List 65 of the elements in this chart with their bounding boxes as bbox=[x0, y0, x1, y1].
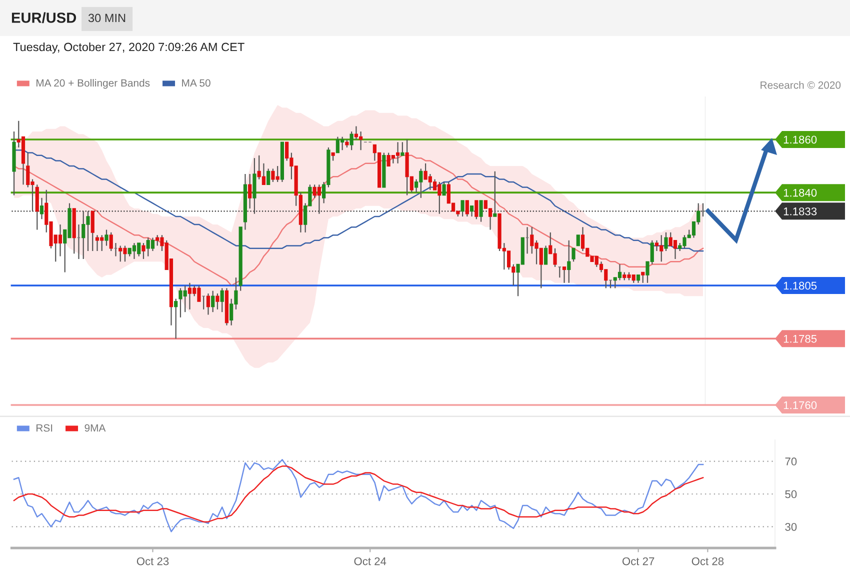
x-tick-label: Oct 28 bbox=[692, 557, 724, 566]
legend-label: MA 20 + Bollinger Bands bbox=[36, 79, 150, 89]
text: Research © 2020 bbox=[760, 81, 841, 89]
line-series bbox=[13, 466, 704, 522]
candlestick bbox=[90, 210, 94, 252]
candlestick bbox=[641, 272, 645, 284]
candlestick bbox=[248, 173, 252, 210]
y-tick-label: 1.1805 bbox=[784, 282, 817, 290]
candlestick bbox=[400, 142, 404, 156]
candlestick bbox=[479, 200, 483, 222]
candlestick bbox=[493, 170, 497, 218]
legend-label: RSI bbox=[36, 424, 52, 432]
y-tick-label: 70 bbox=[785, 458, 797, 466]
candlestick bbox=[216, 292, 220, 310]
text: 30 MIN bbox=[88, 14, 126, 22]
candlestick bbox=[572, 248, 576, 262]
candlestick bbox=[350, 130, 354, 151]
candlestick bbox=[562, 266, 566, 284]
candlestick bbox=[95, 234, 100, 252]
x-tick-label: Oct 24 bbox=[354, 557, 386, 566]
candlestick bbox=[35, 184, 39, 230]
y-tick-label: 30 bbox=[785, 522, 797, 531]
chart-subtitle: Tuesday, October 27, 2020 7:09:26 AM CET bbox=[13, 42, 244, 54]
candlestick bbox=[396, 142, 400, 164]
candlestick bbox=[188, 282, 192, 310]
candlestick bbox=[317, 184, 322, 214]
candlestick bbox=[150, 237, 155, 252]
x-tick-label: Oct 27 bbox=[622, 557, 654, 566]
candlestick bbox=[460, 200, 464, 218]
candlestick bbox=[206, 292, 210, 316]
line-series bbox=[13, 459, 704, 532]
y-tick-label: 1.1833 bbox=[784, 207, 817, 216]
candlestick bbox=[262, 162, 266, 186]
candlestick bbox=[442, 181, 446, 196]
chart-title: EUR/USD bbox=[12, 12, 76, 24]
candlestick bbox=[58, 224, 62, 257]
y-tick-label: 1.1760 bbox=[784, 401, 817, 410]
candlestick bbox=[132, 242, 136, 260]
legend-label: MA 50 bbox=[182, 79, 210, 87]
candlestick bbox=[567, 240, 571, 284]
candlestick bbox=[474, 200, 478, 220]
candlestick bbox=[142, 242, 146, 260]
candlestick bbox=[109, 232, 113, 252]
candlestick bbox=[618, 264, 622, 281]
candlestick bbox=[174, 298, 178, 340]
legend-label: 9MA bbox=[84, 424, 106, 432]
candlestick bbox=[544, 245, 548, 265]
y-tick-label: 1.1785 bbox=[784, 334, 817, 343]
candlestick bbox=[104, 229, 108, 246]
candlestick bbox=[470, 205, 474, 218]
candlestick bbox=[40, 197, 44, 220]
candlestick bbox=[576, 234, 580, 246]
candlestick bbox=[266, 168, 270, 186]
candlestick bbox=[220, 288, 224, 313]
candlestick bbox=[654, 240, 659, 252]
y-tick-label: 1.1840 bbox=[784, 188, 817, 197]
candlestick bbox=[252, 158, 256, 214]
candlestick bbox=[506, 250, 511, 270]
candlestick bbox=[211, 290, 215, 313]
candlestick bbox=[664, 232, 668, 252]
y-tick-label: 50 bbox=[785, 490, 797, 498]
y-tick-label: 1.1860 bbox=[784, 136, 817, 144]
x-tick-label: Oct 23 bbox=[136, 557, 169, 566]
candlestick bbox=[673, 240, 678, 260]
candlestick bbox=[465, 200, 469, 218]
